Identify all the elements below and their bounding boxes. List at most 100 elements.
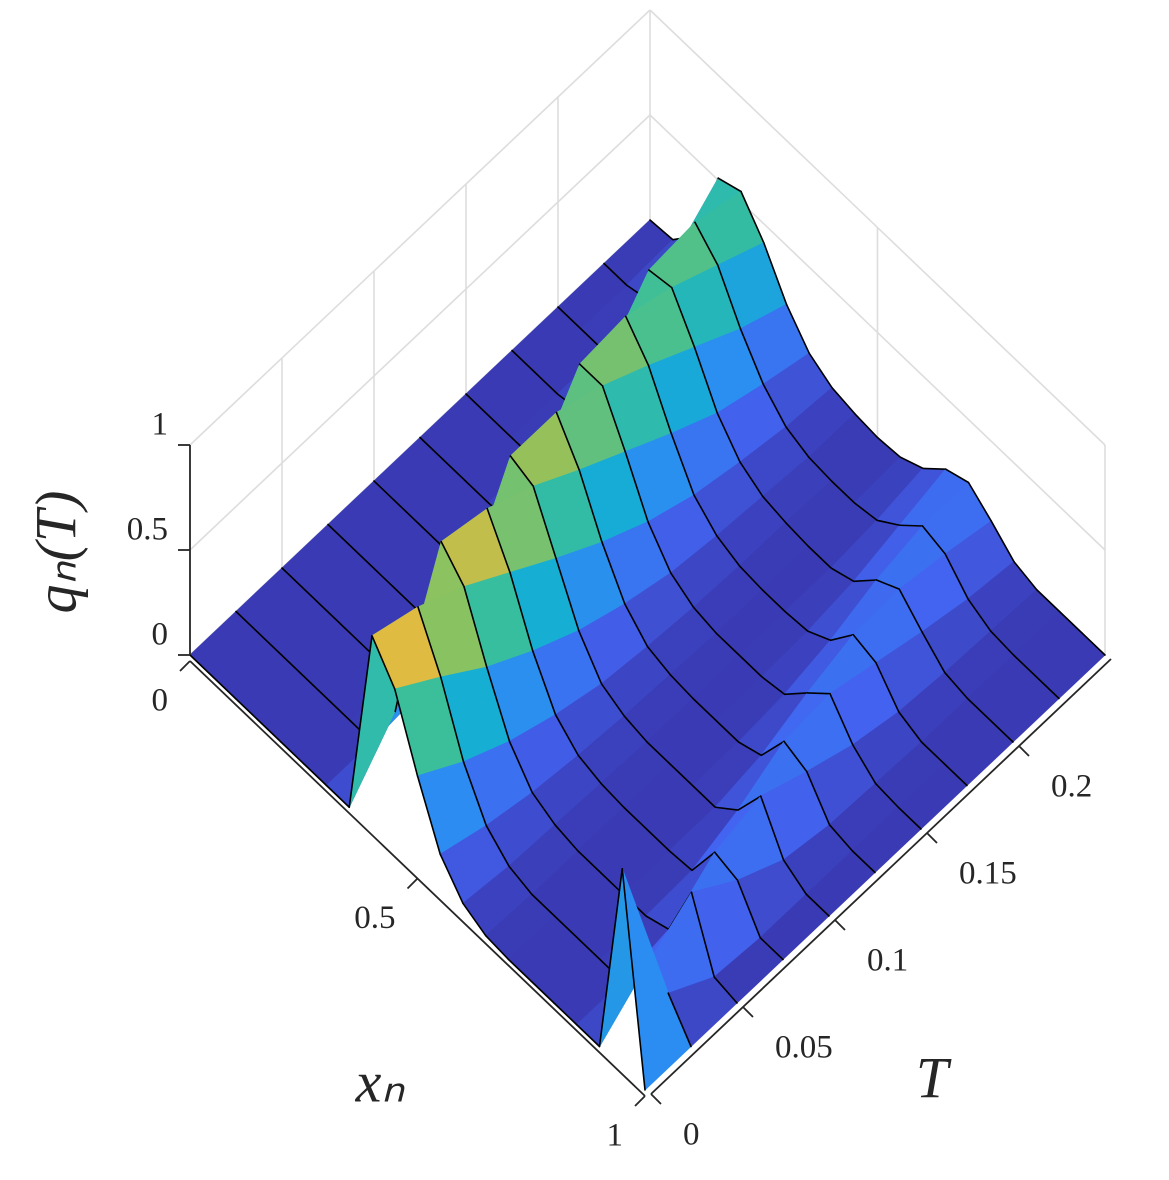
mesh-line — [485, 666, 511, 743]
mesh-line — [302, 762, 328, 787]
y-tick — [1018, 745, 1030, 757]
mesh-line — [783, 692, 809, 696]
mesh-line — [669, 673, 694, 700]
mesh-line — [785, 426, 810, 458]
mesh-line — [898, 524, 924, 527]
mesh-line — [761, 588, 786, 613]
mesh-line — [648, 269, 673, 289]
mesh-line — [692, 606, 718, 635]
mesh-line — [760, 740, 785, 757]
mesh-line — [327, 523, 352, 548]
y-tick — [650, 1093, 662, 1105]
mesh-line — [943, 671, 969, 700]
mesh-line — [1013, 560, 1038, 591]
mesh-line — [784, 521, 810, 548]
mesh-line — [875, 661, 900, 713]
mesh-line — [1058, 610, 1084, 635]
mesh-line — [670, 286, 696, 349]
mesh-line — [601, 385, 627, 453]
mesh-line — [944, 468, 970, 484]
mesh-line — [783, 740, 808, 773]
mesh-line — [875, 579, 901, 590]
mesh-line — [647, 520, 672, 574]
mesh-line — [645, 828, 671, 852]
mesh-line — [577, 754, 602, 785]
grid-line — [189, 9, 651, 446]
mesh-line — [465, 393, 490, 417]
mesh-line — [668, 762, 694, 787]
y-tick-label: 0 — [683, 1117, 700, 1153]
z-axis-title: qₙ(T) — [23, 491, 88, 614]
mesh-line — [487, 414, 513, 439]
mesh-line — [690, 891, 716, 978]
mesh-line — [578, 469, 603, 544]
mesh-line — [189, 654, 214, 678]
y-tick — [926, 832, 938, 844]
x-tick — [406, 877, 419, 890]
mesh-line — [782, 859, 808, 896]
x-tick-label: 1 — [607, 1118, 624, 1154]
mesh-line — [530, 893, 556, 917]
mesh-line — [441, 458, 467, 482]
mesh-line — [578, 363, 604, 387]
mesh-line — [876, 436, 902, 458]
mesh-line — [713, 851, 739, 882]
y-tick-label: 0.15 — [959, 856, 1017, 892]
mesh-line — [533, 371, 559, 395]
mesh-line — [831, 386, 856, 415]
mesh-line — [554, 823, 579, 852]
mesh-line — [828, 823, 854, 852]
mesh-line — [761, 495, 787, 524]
mesh-line — [694, 221, 719, 266]
mesh-line — [1035, 588, 1061, 613]
mesh-line — [738, 565, 764, 591]
mesh-line — [853, 501, 878, 522]
mesh-line — [669, 572, 695, 609]
mesh-line — [693, 346, 719, 414]
mesh-line — [717, 177, 742, 193]
mesh-line — [667, 992, 692, 1048]
y-axis-line — [650, 658, 1112, 1095]
mesh-line — [325, 784, 351, 809]
x-tick — [179, 660, 191, 672]
mesh-line — [531, 791, 556, 826]
mesh-line — [257, 632, 283, 656]
x-tick-label: 0 — [152, 683, 169, 719]
mesh-line — [418, 523, 444, 548]
mesh-line — [691, 784, 717, 809]
mesh-line — [509, 571, 534, 652]
mesh-line — [806, 630, 832, 642]
mesh-line — [280, 741, 305, 765]
mesh-line — [623, 603, 649, 648]
axes: 0 0.5 1 0 0.5 1 0 0.05 0.1 0.15 0.2 — [127, 407, 1112, 1154]
mesh-line — [670, 432, 695, 496]
mesh-line — [806, 692, 831, 695]
mesh-line — [598, 867, 624, 1048]
z-tick-label: 0.5 — [127, 512, 168, 548]
mesh-line — [876, 519, 901, 527]
x-axis-title: xₙ — [355, 1049, 406, 1114]
y-tick-label: 0.1 — [867, 943, 908, 979]
mesh-line — [852, 633, 877, 664]
mesh-line — [646, 645, 672, 676]
mesh-line — [740, 190, 765, 244]
mesh-line — [1081, 632, 1106, 656]
mesh-line — [649, 219, 674, 241]
mesh-line — [622, 806, 648, 830]
mesh-line — [601, 541, 626, 605]
mesh-line — [463, 585, 488, 668]
mesh-line — [714, 719, 740, 743]
mesh-line — [739, 328, 765, 386]
mesh-line — [713, 976, 738, 1004]
mesh-line — [486, 507, 511, 574]
z-tick-label: 1 — [152, 407, 169, 443]
mesh-line — [807, 456, 833, 482]
grid-line — [189, 114, 651, 551]
mesh-line — [739, 461, 764, 498]
mesh-line — [989, 719, 1014, 743]
mesh-line — [326, 697, 351, 722]
mesh-line — [416, 775, 442, 856]
mesh-line — [737, 741, 763, 757]
mesh-line — [393, 688, 419, 777]
